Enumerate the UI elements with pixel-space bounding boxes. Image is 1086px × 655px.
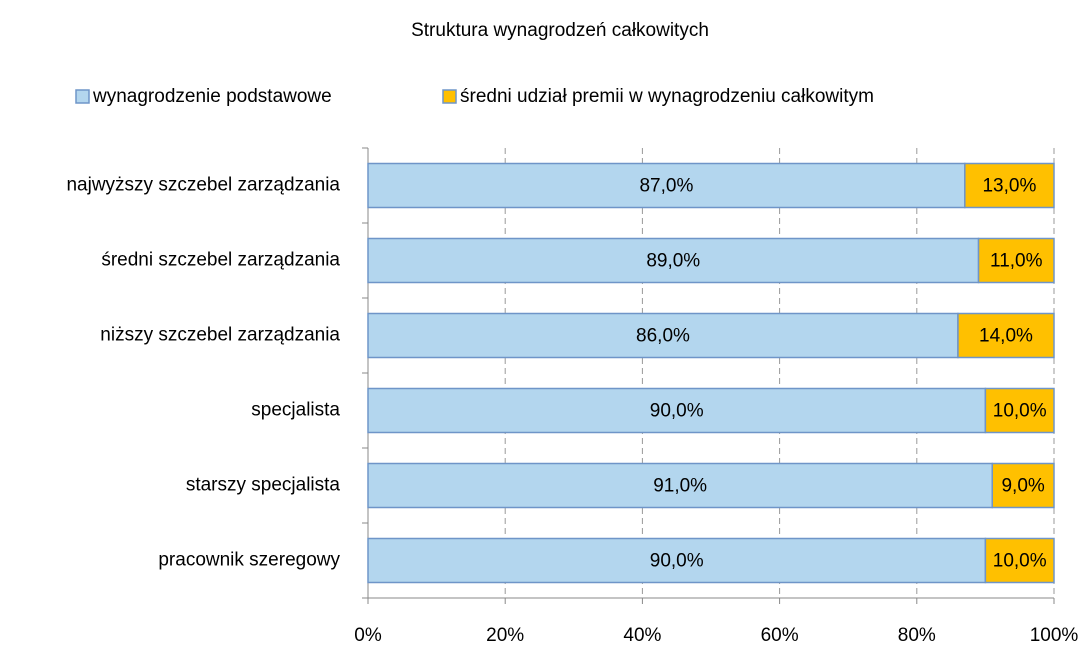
value-label: 87,0%: [639, 176, 693, 197]
y-tick-label: niższy szczebel zarządzania: [100, 325, 340, 346]
bar-segment: [984, 387, 1055, 434]
value-label: 91,0%: [653, 476, 707, 497]
bar-segment: [991, 462, 1055, 509]
chart-title: Struktura wynagrodzeń całkowitych: [411, 20, 709, 41]
legend-swatch: [75, 89, 90, 104]
bar-segment: [367, 162, 966, 209]
value-label: 9,0%: [1001, 476, 1044, 497]
bar-segment: [957, 312, 1055, 359]
y-tick-label: starszy specjalista: [186, 475, 341, 496]
x-tick-label: 60%: [761, 625, 799, 646]
legend-swatch: [442, 89, 457, 104]
x-tick-label: 20%: [486, 625, 524, 646]
value-label: 10,0%: [993, 551, 1047, 572]
value-label: 11,0%: [990, 251, 1043, 272]
bar-segment: [977, 237, 1055, 284]
bar-segment: [367, 237, 980, 284]
value-label: 90,0%: [650, 401, 704, 422]
y-tick-label: najwyższy szczebel zarządzania: [66, 175, 340, 196]
y-tick-label: specjalista: [251, 400, 340, 421]
legend-label: wynagrodzenie podstawowe: [92, 86, 332, 107]
y-tick-label: pracownik szeregowy: [158, 550, 340, 571]
y-tick-label: średni szczebel zarządzania: [101, 250, 340, 271]
x-tick-label: 100%: [1030, 625, 1079, 646]
legend-label: średni udział premii w wynagrodzeniu cał…: [460, 86, 874, 107]
x-tick-label: 0%: [354, 625, 382, 646]
value-label: 86,0%: [636, 326, 690, 347]
x-tick-label: 40%: [623, 625, 661, 646]
x-tick-label: 80%: [898, 625, 936, 646]
value-label: 13,0%: [982, 176, 1036, 197]
value-label: 10,0%: [993, 401, 1047, 422]
bar-segment: [367, 537, 987, 584]
bar-segment: [367, 462, 994, 509]
value-label: 14,0%: [979, 326, 1033, 347]
value-label: 89,0%: [646, 251, 700, 272]
value-label: 90,0%: [650, 551, 704, 572]
bar-segment: [964, 162, 1055, 209]
bar-segment: [984, 537, 1055, 584]
